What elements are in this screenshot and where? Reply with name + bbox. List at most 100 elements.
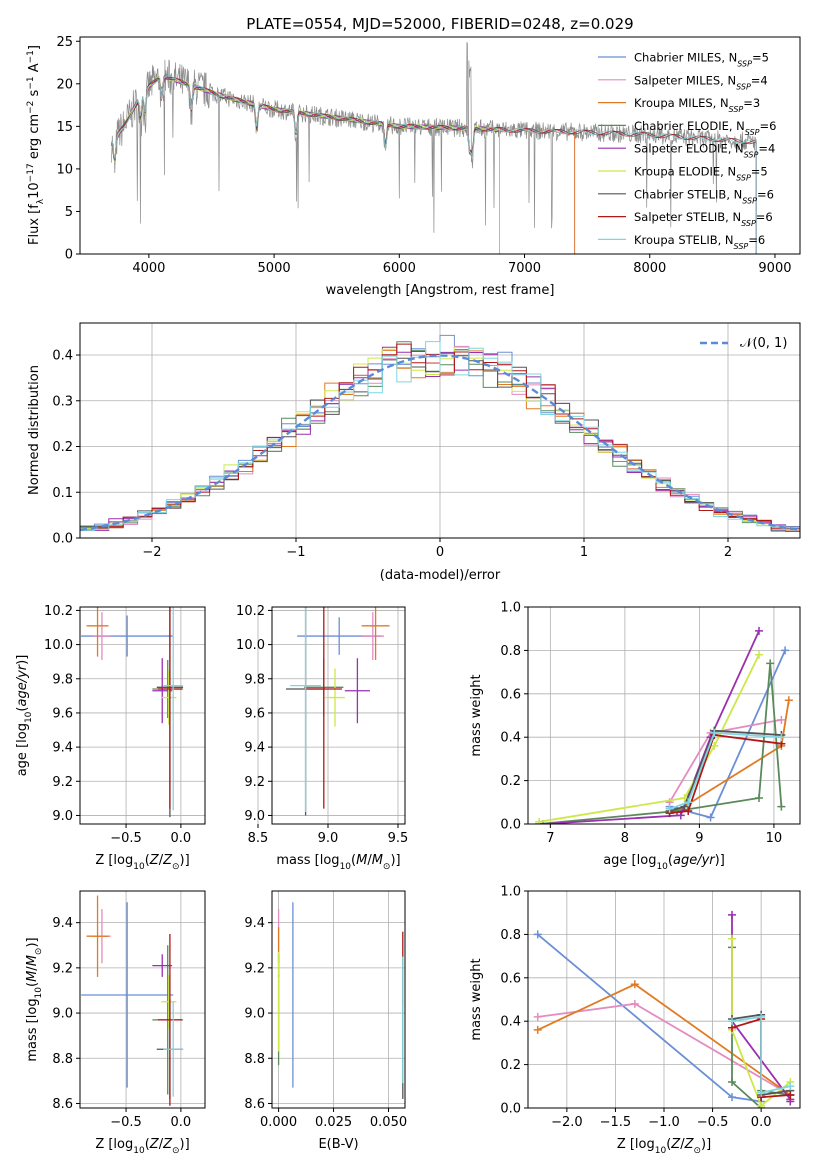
weight-marker-kroupa-miles [784, 696, 793, 705]
x-tick-label: 6000 [383, 261, 416, 276]
y-axis-label: mass weight [469, 674, 484, 756]
y-tick-label: 9.2 [244, 775, 265, 790]
weight-marker-salpeter-miles [533, 1012, 542, 1021]
model-spectrum-kroupa-elodie [110, 76, 500, 254]
x-axis-label: wavelength [Angstrom, rest frame] [326, 283, 555, 298]
y-tick-label: 0.8 [500, 928, 521, 943]
panel-z-age: −0.5 0.0 9.0 9.2 9.4 9.6 9.8 10.0 10.2 Z [log10(Z… [15, 604, 206, 872]
legend-label-kroupa-miles: Kroupa MILES, NSSP=3 [634, 96, 760, 114]
y-tick-label: 0.6 [500, 687, 521, 702]
x-tick-label: −1.0 [648, 1115, 680, 1130]
weight-line-kroupa-elodie [731, 938, 791, 1108]
weight-marker-kroupa-stelib [757, 1088, 766, 1097]
weight-marker-kroupa-elodie [755, 650, 764, 659]
legend-label-chabrier-miles: Chabrier MILES, NSSP=5 [634, 51, 769, 69]
weight-line-chabrier-elodie [731, 947, 791, 1108]
weight-marker-salpeter-elodie [728, 910, 736, 919]
y-tick-label: 20 [56, 77, 73, 92]
weight-line-kroupa-stelib [669, 731, 782, 810]
axes-frame [79, 890, 206, 1109]
y-tick-label: 0.4 [52, 349, 73, 364]
y-tick-label: 0.3 [52, 394, 73, 409]
x-tick-label: −0.5 [110, 1115, 142, 1130]
weight-marker-chabrier-elodie [755, 793, 764, 802]
axes-frame [527, 606, 801, 825]
axes-frame [79, 322, 801, 539]
y-tick-label: 9.4 [244, 741, 265, 756]
y-tick-label: 0.2 [500, 1058, 521, 1073]
weight-marker-salpeter-elodie [755, 626, 764, 635]
axes-frame [527, 890, 801, 1109]
plot-area-z-weight [533, 910, 795, 1108]
weight-marker-kroupa-elodie [535, 817, 544, 824]
weight-marker-kroupa-stelib [728, 1017, 736, 1026]
x-tick-label: 0.0 [171, 831, 192, 846]
y-tick-label: 9.0 [52, 809, 73, 824]
panel-z-weight: −2.0 −1.5 −1.0 −0.5 0.0 0.0 0.2 0.4 0.6 0.8 1.0 Z [… [469, 885, 801, 1156]
y-tick-label: 0.1 [52, 486, 73, 501]
y-tick-label: 9.0 [52, 1007, 73, 1022]
x-tick-label: −1.5 [600, 1115, 632, 1130]
weight-marker-kroupa-miles [630, 980, 639, 989]
x-axis-label: (data-model)/error [380, 568, 501, 583]
legend-label-chabrier-elodie: Chabrier ELODIE, NSSP=6 [634, 119, 776, 137]
y-tick-label: 0.0 [500, 1102, 521, 1117]
weight-marker-chabrier-elodie [728, 1077, 736, 1086]
x-tick-label: 9.5 [388, 831, 409, 846]
x-tick-label: 7 [546, 831, 554, 846]
y-tick-label: 8.6 [244, 1097, 265, 1112]
x-tick-label: 0.0 [751, 1115, 772, 1130]
weight-line-kroupa-stelib [731, 1015, 791, 1094]
x-tick-label: 7000 [508, 261, 541, 276]
y-axis-label: Flux [fλ10−17 erg cm−2 s−1 A−1] [26, 45, 46, 245]
y-tick-label: 9.4 [52, 916, 73, 931]
weight-marker-kroupa-elodie [710, 741, 719, 750]
panel-residuals: −2 −1 0 1 2 0.0 0.1 0.2 0.3 0.4 (data-model)/error… [27, 322, 801, 583]
plot-area-age-weight [535, 626, 793, 824]
x-tick-label: −0.5 [110, 831, 142, 846]
panel-ebv-mass: 0.000 0.025 0.050 8.6 8.8 9.0 9.2 9.4 E(B-V) [244, 890, 407, 1152]
gaussian-curve [80, 354, 800, 532]
legend-label-salpeter-miles: Salpeter MILES, NSSP=4 [634, 73, 768, 91]
y-tick-label: 0.4 [500, 731, 521, 746]
y-tick-label: 9.0 [244, 809, 265, 824]
legend-label-gaussian: 𝒩(0, 1) [740, 336, 787, 351]
x-tick-label: −0.5 [697, 1115, 729, 1130]
panel-spectrum: 4000 5000 6000 7000 8000 9000 0 5 10 15 20 25 wavele… [26, 35, 801, 298]
y-tick-label: 9.0 [244, 1007, 265, 1022]
plot-area-z-mass [81, 895, 184, 1106]
legend-label-kroupa-stelib: Kroupa STELIB, NSSP=6 [634, 233, 765, 251]
y-tick-label: 9.2 [244, 961, 265, 976]
x-tick-label: 0.050 [370, 1115, 407, 1130]
model-spectrum-salpeter-stelib [111, 77, 757, 254]
weight-marker-salpeter-miles [777, 715, 786, 724]
panel-z-mass: −0.5 0.0 8.6 8.8 9.0 9.2 9.4 Z [log10(Z/Z⊙)] mas… [25, 890, 206, 1156]
y-tick-label: 9.6 [52, 706, 73, 721]
y-tick-label: 0.0 [52, 532, 73, 547]
y-tick-label: 10.2 [236, 604, 265, 619]
x-tick-label: 8000 [633, 261, 666, 276]
axes-frame [271, 890, 406, 1109]
y-tick-label: 8.8 [52, 1052, 73, 1067]
x-tick-label: 1 [580, 545, 588, 560]
x-axis-label: Z [log10(Z/Z⊙)] [95, 1137, 189, 1156]
y-tick-label: 0.0 [500, 818, 521, 833]
weight-marker-salpeter-miles [630, 999, 639, 1008]
x-axis-label: mass [log10(M/M⊙)] [276, 853, 400, 872]
y-tick-label: 9.8 [244, 672, 265, 687]
y-tick-label: 8.8 [244, 1052, 265, 1067]
y-tick-label: 9.4 [244, 916, 265, 931]
weight-line-salpeter-stelib [669, 734, 782, 814]
y-tick-label: 9.2 [52, 961, 73, 976]
axes-frame [79, 36, 801, 255]
weight-marker-kroupa-elodie [728, 934, 736, 943]
weight-marker-chabrier-miles [706, 813, 715, 822]
y-axis-label: mass weight [469, 958, 484, 1040]
weight-marker-kroupa-stelib [757, 1012, 766, 1021]
weight-marker-kroupa-stelib [710, 728, 719, 737]
y-tick-label: 1.0 [500, 885, 521, 900]
axes-frame [79, 606, 206, 825]
x-tick-label: 8.5 [248, 831, 269, 846]
y-tick-label: 9.2 [52, 775, 73, 790]
weight-line-chabrier-stelib [669, 729, 782, 812]
